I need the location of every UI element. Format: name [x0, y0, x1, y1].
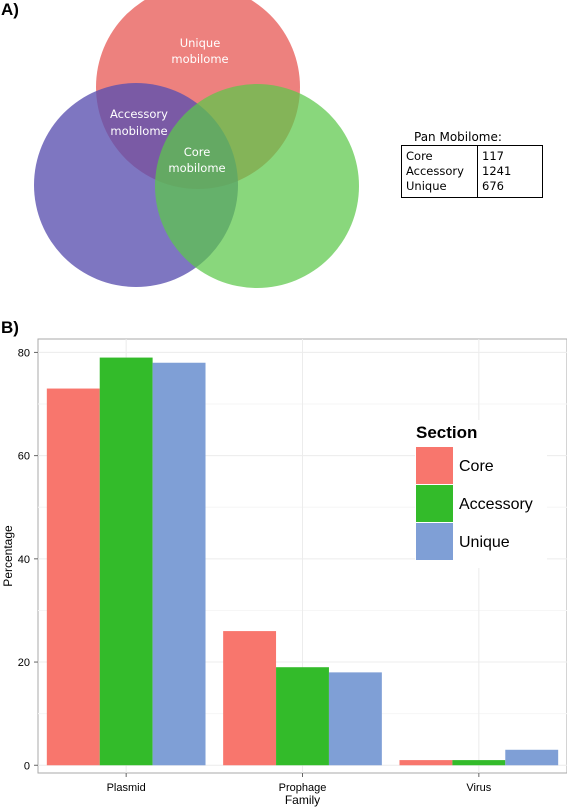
- y-tick-label: 60: [18, 451, 30, 463]
- legend-key: [416, 447, 453, 484]
- bar: [452, 760, 506, 766]
- panel-b-label: B): [1, 318, 19, 337]
- venn-core-line2: mobilome: [168, 161, 225, 175]
- venn-core-line1: Core: [184, 145, 211, 159]
- table-row: Core 117: [401, 145, 543, 164]
- venn-accessory-line2: mobilome: [110, 124, 167, 138]
- table-cell-name: Unique: [401, 179, 478, 198]
- bar: [328, 672, 382, 766]
- table-cell-name: Core: [401, 145, 478, 164]
- bar: [399, 760, 453, 766]
- venn-diagram: Unique mobilome Accessory mobilome Core …: [34, 0, 359, 288]
- legend-key: [416, 485, 453, 522]
- table-cell-value: 1241: [477, 164, 543, 179]
- table-row: Unique 676: [401, 179, 543, 198]
- y-tick-label: 20: [18, 657, 30, 669]
- y-tick-label: 0: [24, 760, 30, 772]
- venn-accessory-line1: Accessory: [110, 107, 168, 121]
- table-row: Accessory 1241: [401, 164, 543, 179]
- bar: [99, 357, 153, 766]
- venn-extra-circle: [155, 84, 359, 288]
- legend-label: Core: [459, 458, 494, 475]
- x-tick-label: Plasmid: [107, 782, 146, 794]
- x-tick-label: Virus: [466, 782, 491, 794]
- x-axis-label: Family: [285, 793, 320, 807]
- legend-label: Unique: [459, 534, 510, 551]
- panel-a-label: A): [1, 0, 19, 19]
- y-tick-label: 80: [18, 347, 30, 359]
- table-cell-name: Accessory: [401, 164, 478, 179]
- venn-unique-line2: mobilome: [171, 52, 228, 66]
- y-tick-label: 40: [18, 554, 30, 566]
- legend-key: [416, 523, 453, 560]
- bar: [223, 631, 277, 766]
- table-cell-value: 676: [477, 179, 543, 198]
- legend-title: Section: [416, 423, 477, 442]
- bar: [46, 388, 100, 766]
- x-tick-label: Prophage: [279, 782, 327, 794]
- pan-mobilome-table: Core 117 Accessory 1241 Unique 676: [401, 145, 543, 198]
- table-cell-value: 117: [477, 145, 543, 164]
- pan-mobilome-title: Pan Mobilome:: [414, 130, 502, 144]
- legend-label: Accessory: [459, 496, 533, 513]
- bar: [505, 749, 559, 766]
- bar: [152, 362, 206, 766]
- y-axis-label: Percentage: [1, 525, 15, 587]
- venn-unique-line1: Unique: [180, 36, 221, 50]
- bar: [276, 667, 329, 766]
